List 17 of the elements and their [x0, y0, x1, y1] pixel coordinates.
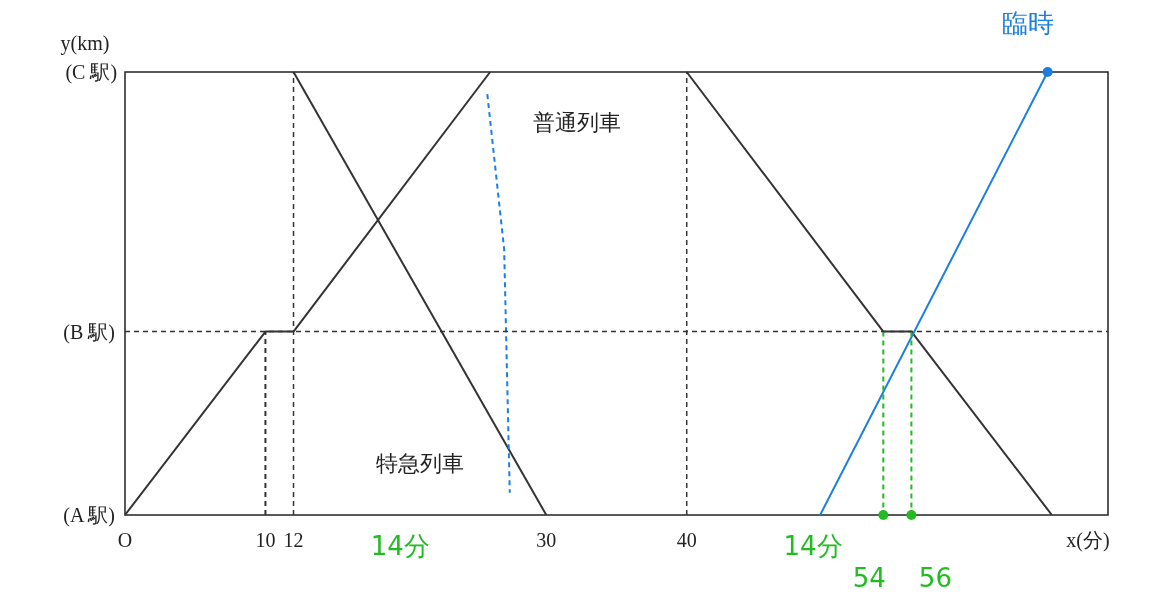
y-axis-title: y(km)	[60, 32, 110, 55]
x-axis-title: x(分)	[1066, 529, 1110, 552]
x-tick-label: 12	[283, 529, 304, 551]
annotation: 普通列車	[533, 109, 622, 135]
x-tick-label: 40	[676, 529, 697, 551]
annotation: 54	[852, 563, 886, 593]
text: (C 駅)	[65, 61, 118, 85]
annotation: 特急列車	[375, 450, 464, 476]
annotation: 56	[918, 563, 952, 593]
annotation: (B 駅)	[63, 320, 115, 344]
text: 14分	[370, 530, 430, 561]
x-tick-label: O	[117, 529, 133, 551]
annotation: 臨時	[1001, 8, 1054, 38]
x-tick-label: 10	[255, 529, 276, 551]
annotation: (A 駅)	[63, 504, 115, 527]
text: 14分	[783, 530, 843, 561]
x-tick-label: 30	[536, 529, 557, 551]
